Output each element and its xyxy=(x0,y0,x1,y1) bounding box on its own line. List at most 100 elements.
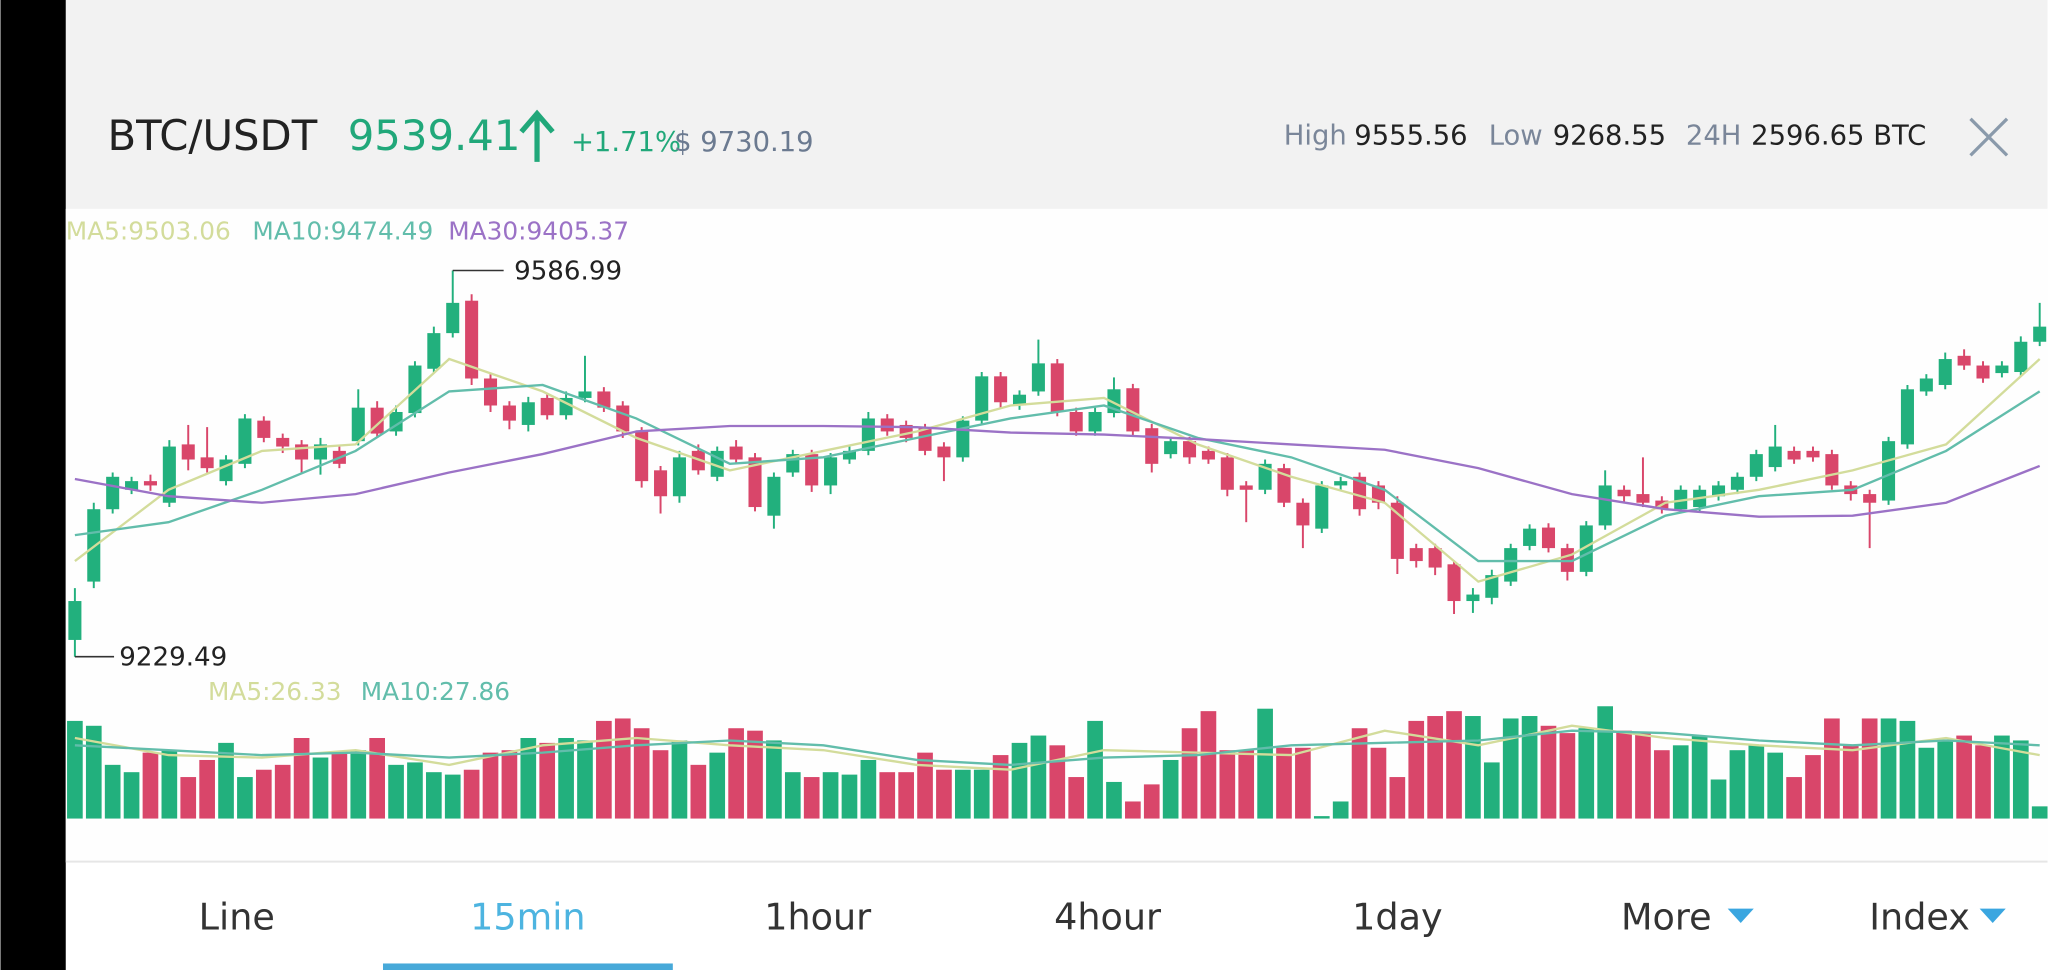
candle-body xyxy=(1768,446,1782,468)
candle-body xyxy=(956,420,970,458)
volume-ma-line xyxy=(74,729,2040,767)
volume-bar xyxy=(747,730,763,819)
volume-bar xyxy=(633,728,650,819)
volume-bar xyxy=(1257,708,1273,819)
volume-bar xyxy=(1521,716,1538,819)
tab-active[interactable]: 15min xyxy=(470,896,585,939)
legend-item: MA10:27.86 xyxy=(361,677,510,706)
volume-bar xyxy=(1200,711,1217,819)
volume-bar xyxy=(1635,733,1651,819)
candle-body xyxy=(295,444,309,460)
candle-body xyxy=(1806,450,1820,458)
candle-body xyxy=(68,601,82,640)
volume-bar xyxy=(936,769,952,819)
tab[interactable]: 1day xyxy=(1352,896,1442,939)
candle-body xyxy=(1466,594,1480,602)
candle-body xyxy=(767,476,781,516)
volume-bar xyxy=(822,772,839,819)
volume-bar xyxy=(841,774,858,819)
candle-body xyxy=(1787,450,1801,460)
candle-body xyxy=(1863,494,1877,503)
volume-bar xyxy=(463,769,480,819)
candle-body xyxy=(635,431,649,482)
candle-body xyxy=(597,391,611,408)
volume-bar xyxy=(237,777,253,819)
candle-body xyxy=(1541,527,1556,549)
candle-body xyxy=(880,418,894,432)
volume-bar xyxy=(388,764,404,819)
candle-body xyxy=(672,457,686,497)
volume-bar xyxy=(1654,750,1670,819)
stat-label: Low xyxy=(1489,121,1543,152)
volume-bar xyxy=(2031,806,2048,819)
tab[interactable]: 4hour xyxy=(1054,896,1162,939)
volume-bar xyxy=(1559,733,1576,819)
candle-body xyxy=(1126,388,1140,432)
candle-body xyxy=(1995,365,2009,374)
volume-bar xyxy=(614,718,631,819)
volume-bar xyxy=(690,764,707,819)
volume-bar xyxy=(1767,752,1784,819)
volume-bar xyxy=(199,759,215,819)
volume-bar xyxy=(407,762,423,819)
candle-body xyxy=(1258,463,1272,490)
last-price: 9539.41 xyxy=(348,111,521,160)
tab[interactable]: Line xyxy=(199,896,275,939)
volume-bar xyxy=(426,772,442,819)
stat-value: 9555.56 xyxy=(1354,121,1467,152)
tab[interactable]: Index xyxy=(1869,896,1970,939)
tab[interactable]: 1hour xyxy=(764,896,872,939)
candle-body xyxy=(181,444,195,460)
candle-body xyxy=(1976,365,1990,379)
volume-bar xyxy=(1181,728,1198,819)
volume-bar xyxy=(917,752,933,819)
candle-body xyxy=(1711,485,1726,497)
legend-item: MA10:9474.49 xyxy=(252,216,433,245)
candle-body xyxy=(1617,489,1631,497)
candle-body xyxy=(1636,494,1650,503)
volume-bar xyxy=(1918,747,1935,819)
volume-bar xyxy=(1351,728,1368,819)
volume-bar xyxy=(444,774,461,819)
candle-body xyxy=(238,418,252,464)
volume-bar xyxy=(274,764,291,819)
candle-body xyxy=(2033,326,2047,342)
candle-body xyxy=(1296,502,1310,526)
tab[interactable]: More xyxy=(1621,896,1712,939)
candle-body xyxy=(918,428,932,451)
ma-line xyxy=(74,424,2041,518)
candle-body xyxy=(351,407,365,442)
volume-bar xyxy=(1238,750,1255,819)
candle-body xyxy=(1730,476,1744,490)
volume-bar xyxy=(1030,735,1047,819)
volume-bar xyxy=(1332,801,1349,819)
legend-item: MA5:9503.06 xyxy=(66,216,231,245)
volume-bar xyxy=(1446,711,1462,819)
volume-bar xyxy=(67,720,83,819)
candle-body xyxy=(483,378,498,406)
legend-item: MA5:26.33 xyxy=(208,677,341,706)
change: +1.71% xyxy=(571,127,681,158)
volume-bar xyxy=(1672,745,1689,819)
volume-bar xyxy=(161,750,178,819)
candle-body xyxy=(1598,485,1612,526)
candle-body xyxy=(1164,441,1178,455)
volume-bar xyxy=(784,772,801,819)
dropdown-icon xyxy=(1727,908,1754,924)
volume-bar xyxy=(860,759,877,819)
dropdown-icon xyxy=(1979,908,2006,924)
candle-body xyxy=(162,446,176,503)
candle-body xyxy=(540,397,554,416)
candle-body xyxy=(1523,528,1537,546)
candle-body xyxy=(1088,411,1102,432)
low-label: 9229.49 xyxy=(119,642,227,672)
candle-body xyxy=(729,446,743,460)
volume-bar xyxy=(1370,747,1387,819)
candle-body xyxy=(2014,341,2028,373)
candle-body xyxy=(1239,485,1253,490)
candle-body xyxy=(200,457,214,469)
candle-body xyxy=(578,391,592,398)
close-button[interactable] xyxy=(1969,117,2009,157)
candle-body xyxy=(654,470,668,497)
volume-bar xyxy=(1710,779,1727,819)
